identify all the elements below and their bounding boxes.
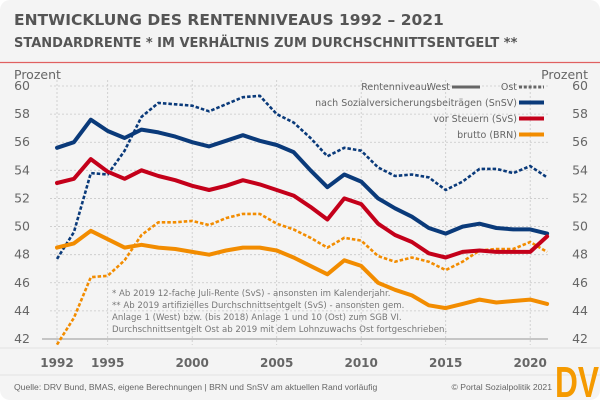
legend-title: Rentenniveau: xyxy=(361,82,430,93)
footnote-3: Anlage 1 (West) bzw. (bis 2018) Anlage 1… xyxy=(112,313,402,323)
y-tick-label-left: 60 xyxy=(14,78,30,93)
legend-ost-label: Ost xyxy=(501,82,517,93)
legend-west-label: West xyxy=(427,82,451,93)
x-tick-label: 1992 xyxy=(40,356,73,370)
y-tick-label-left: 50 xyxy=(14,219,30,234)
y-tick-label-right: 44 xyxy=(572,303,588,318)
series-line-3 xyxy=(55,94,548,260)
y-tick-label-right: 50 xyxy=(572,219,588,234)
x-tick-label: 2010 xyxy=(344,356,377,370)
y-tick-label-right: 56 xyxy=(572,134,588,149)
y-tick-label-left: 52 xyxy=(14,190,30,205)
y-tick-label-left: 44 xyxy=(14,303,30,318)
copyright-text: © Portal Sozialpolitik 2021 xyxy=(452,382,553,392)
footnote-1: * Ab 2019 12-fache Juli-Rente (SvS) - an… xyxy=(112,289,390,299)
series-line-0 xyxy=(55,117,550,236)
y-tick-label-left: 48 xyxy=(14,247,30,262)
x-tick-label: 2005 xyxy=(260,356,293,370)
x-tick-label: 2020 xyxy=(513,356,546,370)
footnotes: * Ab 2019 12-fache Juli-Rente (SvS) - an… xyxy=(112,289,447,335)
chart-subtitle: STANDARDRENTE * IM VERHÄLTNIS ZUM DURCHS… xyxy=(14,35,518,51)
y-tick-label-left: 54 xyxy=(14,162,30,177)
y-tick-label-right: 58 xyxy=(572,106,588,121)
y-axis-label-right: Prozent xyxy=(541,67,588,82)
y-tick-label-right: 60 xyxy=(572,78,588,93)
dv-logo: DV xyxy=(555,358,599,400)
y-tick-label-right: 54 xyxy=(572,162,588,177)
chart-title: ENTWICKLUNG DES RENTENNIVEAUS 1992 – 202… xyxy=(14,11,444,29)
y-tick-label-right: 52 xyxy=(572,190,588,205)
legend-entry-brn: brutto (BRN) xyxy=(457,130,517,141)
y-tick-label-right: 46 xyxy=(572,275,588,290)
x-tick-label: 2015 xyxy=(429,356,462,370)
legend: Rentenniveau: West Ost nach Sozialversic… xyxy=(315,82,544,141)
y-tick-label-left: 46 xyxy=(14,275,30,290)
footnote-4: Durchschnittsentgelt Ost ab 2019 mit dem… xyxy=(112,325,447,335)
y-tick-label-right: 42 xyxy=(572,331,588,346)
footnote-2: ** Ab 2019 artifizielles Durchschnittsen… xyxy=(112,301,404,311)
y-tick-label-right: 48 xyxy=(572,247,588,262)
x-tick-label: 2000 xyxy=(175,356,208,370)
legend-entry-svs: vor Steuern (SvS) xyxy=(433,114,517,125)
series-line-2 xyxy=(55,228,550,311)
source-text: Quelle: DRV Bund, BMAS, eigene Berechnun… xyxy=(14,382,377,392)
series-line-1 xyxy=(55,157,550,260)
legend-entry-snsv: nach Sozialversicherungsbeiträgen (SnSV) xyxy=(315,98,517,109)
y-tick-label-left: 56 xyxy=(14,134,30,149)
x-tick-label: 1995 xyxy=(91,356,124,370)
dv-logo-group: DV xyxy=(555,358,599,400)
y-tick-label-left: 42 xyxy=(14,331,30,346)
series-line-4 xyxy=(55,212,548,346)
y-axis-label-left: Prozent xyxy=(14,67,61,82)
y-tick-label-left: 58 xyxy=(14,106,30,121)
